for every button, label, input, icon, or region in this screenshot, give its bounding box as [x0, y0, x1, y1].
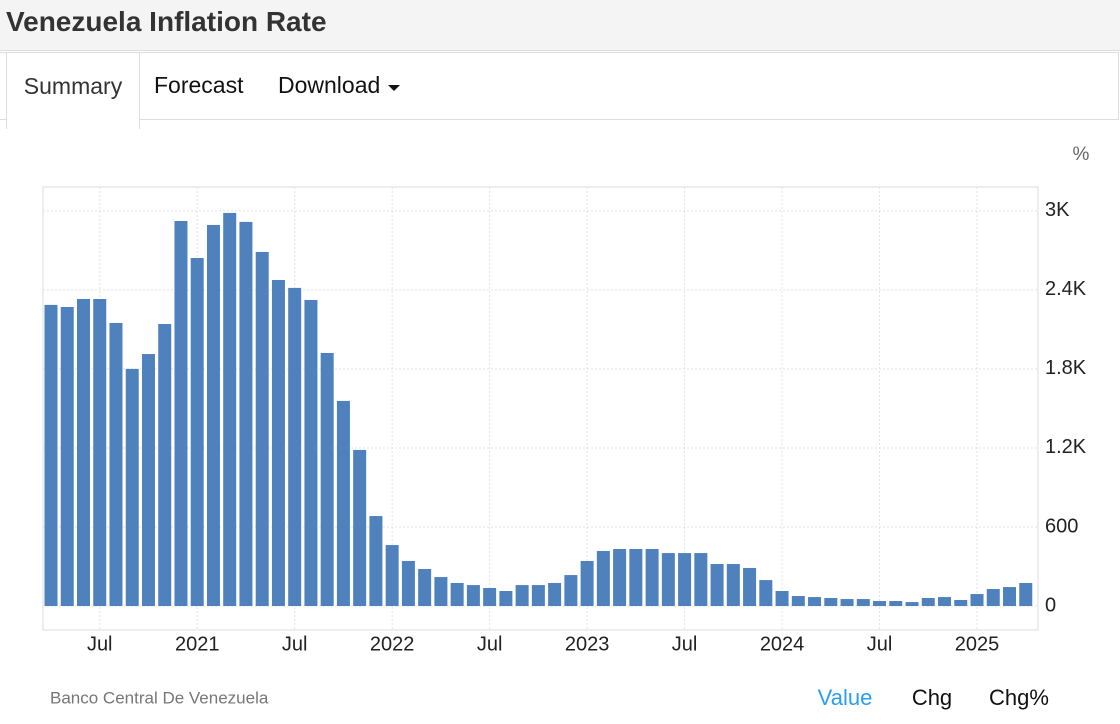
- bar: [873, 601, 887, 607]
- bar: [775, 591, 789, 607]
- bar: [613, 548, 627, 607]
- chart: % Banco Central De Venezuela Value Chg C…: [42, 144, 1090, 710]
- bar: [710, 564, 724, 607]
- bar: [726, 564, 740, 607]
- bar: [125, 368, 139, 607]
- source: Banco Central De Venezuela: [50, 688, 269, 707]
- y-tick-label: 0: [1045, 594, 1056, 616]
- bar: [986, 589, 1000, 607]
- bar: [645, 548, 659, 607]
- bar: [483, 587, 497, 607]
- bar: [271, 279, 285, 607]
- bar: [320, 352, 334, 607]
- y-tick-label: 2.4K: [1045, 278, 1087, 300]
- bar: [369, 516, 383, 607]
- bar: [288, 287, 302, 607]
- bar: [548, 582, 562, 607]
- bar: [824, 597, 838, 607]
- bar: [661, 553, 675, 607]
- bar: [531, 585, 545, 607]
- bar: [905, 602, 919, 607]
- bar: [629, 548, 643, 607]
- footer-option[interactable]: Value: [818, 685, 873, 710]
- dropdown-caret: [387, 85, 400, 91]
- page-title: Venezuela Inflation Rate: [6, 6, 327, 37]
- bar: [109, 322, 123, 607]
- x-tick-label: 2022: [370, 633, 415, 655]
- bar: [954, 599, 968, 607]
- bar: [174, 220, 188, 607]
- x-tick-label: Jul: [867, 633, 893, 655]
- bar: [808, 597, 822, 607]
- tab-bar: [0, 52, 1119, 120]
- bar: [743, 567, 757, 607]
- bar: [515, 585, 529, 607]
- bar: [889, 601, 903, 607]
- bar: [678, 553, 692, 607]
- tab[interactable]: Summary: [6, 52, 140, 129]
- footer-option[interactable]: Chg%: [989, 685, 1049, 710]
- y-tick-label: 3K: [1045, 199, 1070, 221]
- bar: [141, 354, 155, 607]
- bar: [1003, 587, 1017, 607]
- x-tick-label: 2025: [955, 633, 1000, 655]
- bar: [580, 560, 594, 607]
- bar: [385, 545, 399, 607]
- bar: [921, 597, 935, 607]
- bar: [76, 298, 90, 607]
- y-tick-label: 1.8K: [1045, 357, 1087, 379]
- tab-label: Download: [278, 72, 381, 98]
- bar: [970, 594, 984, 607]
- bar: [499, 591, 513, 607]
- plot-frame: [42, 186, 1039, 631]
- bar: [223, 212, 237, 607]
- bar: [93, 298, 107, 607]
- bar: [694, 553, 708, 607]
- bar: [190, 258, 204, 607]
- bar: [304, 300, 318, 607]
- bar: [596, 550, 610, 607]
- x-tick-label: Jul: [87, 633, 113, 655]
- tab[interactable]: Forecast: [154, 72, 244, 98]
- bar: [239, 221, 253, 607]
- bar: [44, 304, 58, 607]
- bar: [564, 575, 578, 607]
- header: Venezuela Inflation Rate: [0, 0, 1120, 51]
- bar: [1019, 582, 1033, 607]
- y-tick-label: 600: [1045, 515, 1078, 537]
- unit-label: %: [1073, 144, 1090, 165]
- y-tick-label: 1.2K: [1045, 436, 1087, 458]
- bar: [401, 560, 415, 607]
- bar: [434, 577, 448, 607]
- x-tick-label: Jul: [282, 633, 308, 655]
- bar: [466, 585, 480, 607]
- footer-option[interactable]: Chg: [912, 685, 952, 710]
- bar: [418, 569, 432, 607]
- bar: [856, 599, 870, 607]
- x-tick-label: 2021: [175, 633, 220, 655]
- tab[interactable]: Download: [278, 52, 401, 118]
- bar: [791, 596, 805, 607]
- bar: [255, 251, 269, 607]
- bar: [60, 307, 74, 607]
- x-tick-label: 2023: [565, 633, 610, 655]
- bar: [158, 323, 172, 607]
- bar: [336, 400, 350, 607]
- bar: [353, 449, 367, 607]
- x-tick-label: 2024: [760, 633, 805, 655]
- x-tick-label: Jul: [477, 633, 503, 655]
- bar: [938, 597, 952, 607]
- bar: [450, 582, 464, 607]
- x-tick-label: Jul: [672, 633, 698, 655]
- bar: [759, 580, 773, 607]
- bar: [206, 224, 220, 607]
- bar: [840, 599, 854, 607]
